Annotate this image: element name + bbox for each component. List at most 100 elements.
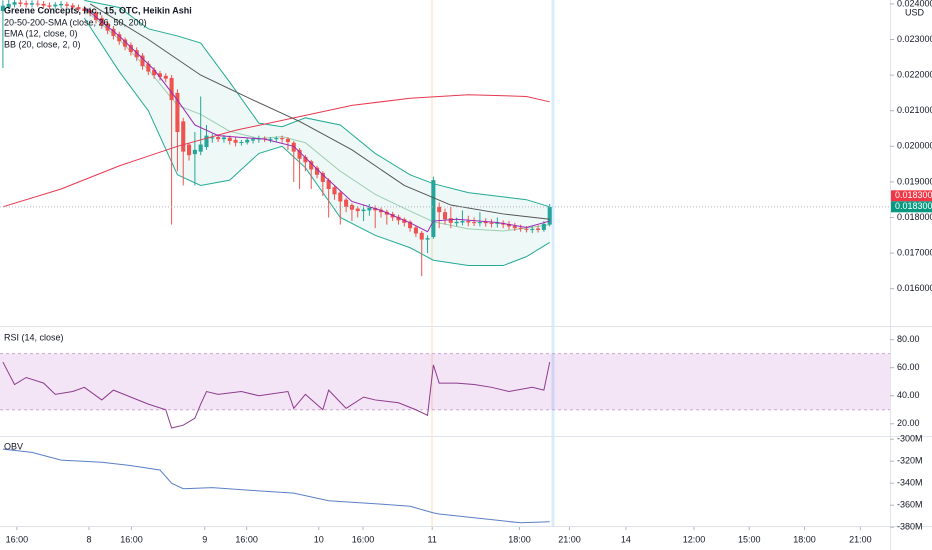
y-tick-label: 20.00 — [897, 418, 920, 428]
overlay-line — [84, 7, 550, 233]
y-tick-label: 0.018000 — [897, 212, 932, 222]
candle-body — [530, 228, 535, 230]
candle-body — [413, 227, 418, 234]
candle-body — [495, 222, 500, 224]
candle-body — [338, 192, 343, 202]
candle-body — [408, 221, 413, 229]
candle-body — [47, 5, 52, 7]
candle-body — [221, 137, 226, 140]
candle-body — [314, 167, 320, 175]
x-tick-label: 15:00 — [738, 534, 761, 544]
rsi-pane — [0, 353, 890, 429]
indicator-legend: BB (20, close, 2, 0) — [4, 39, 81, 49]
y-tick-label: -340M — [897, 478, 923, 488]
y-tick-label: 80.00 — [897, 334, 920, 344]
indicator-line — [2, 448, 550, 524]
candle-body — [192, 149, 197, 155]
candle-body — [268, 138, 273, 140]
candle-body — [280, 138, 285, 140]
price-label: 0.018300 — [895, 190, 932, 200]
candle-body — [152, 69, 157, 76]
candle-body — [12, 2, 17, 5]
rsi-title: RSI (14, close) — [4, 332, 64, 342]
y-tick-label: 0.021000 — [897, 105, 932, 115]
candle-body — [6, 3, 11, 8]
y-tick-label: 0.024000 — [897, 0, 932, 8]
candle-body — [117, 34, 122, 42]
candle-body — [163, 75, 168, 79]
candle-body — [460, 221, 465, 223]
x-tick-label: 11 — [428, 534, 437, 544]
currency-unit: USD — [905, 7, 925, 17]
candle-body — [216, 137, 221, 140]
candle-body — [35, 3, 40, 5]
price-label: 0.018300 — [895, 201, 932, 211]
candle-body — [367, 207, 372, 211]
y-tick-label: 0.023000 — [897, 34, 932, 44]
price-label-box — [891, 190, 932, 202]
candle-body — [210, 137, 215, 139]
candle-body — [41, 3, 46, 6]
candle-body — [396, 216, 401, 221]
candle-body — [128, 44, 133, 52]
overlay-line — [89, 3, 550, 220]
candle-body — [326, 180, 331, 190]
candle-body — [547, 206, 552, 225]
candle-body — [425, 238, 430, 240]
candle-body — [506, 224, 512, 227]
y-tick-label: -320M — [897, 456, 923, 466]
x-tick-label: 18:00 — [793, 534, 816, 544]
obv-title: OBV — [4, 441, 23, 451]
candle-body — [524, 228, 529, 230]
x-tick-label: 18:00 — [508, 534, 531, 544]
y-tick-label: 0.022000 — [897, 69, 932, 79]
y-tick-label: -300M — [897, 434, 923, 444]
indicator-line — [2, 361, 551, 429]
candle-body — [0, 5, 5, 12]
candle-body — [274, 138, 279, 140]
candle-body — [59, 3, 64, 6]
candle-body — [536, 228, 541, 230]
overlay-line — [2, 94, 550, 208]
candle-body — [297, 149, 302, 159]
y-tick-label: 40.00 — [897, 390, 920, 400]
price-pane — [0, 0, 890, 277]
candle-body — [541, 223, 546, 230]
candle-body — [373, 207, 378, 211]
y-tick-label: 0.020000 — [897, 141, 932, 151]
x-tick-label: 21:00 — [849, 534, 872, 544]
candle-body — [53, 4, 58, 7]
candle-body — [361, 209, 366, 212]
x-tick-label: 16:00 — [120, 534, 143, 544]
y-tick-label: 0.017000 — [897, 247, 932, 257]
band-upper — [84, 0, 550, 208]
candle-body — [472, 222, 477, 224]
candle-body — [303, 156, 308, 163]
candle-body — [355, 208, 360, 212]
x-tick-label: 14 — [621, 534, 631, 544]
candle-body — [431, 180, 436, 238]
candle-body — [146, 63, 151, 72]
candle-body — [402, 219, 407, 223]
candle-body — [437, 206, 442, 213]
candle-body — [512, 226, 517, 229]
candle-body — [489, 222, 494, 224]
candle-body — [70, 5, 75, 8]
candle-body — [157, 73, 163, 77]
candle-body — [134, 50, 139, 58]
candle-body — [227, 137, 232, 141]
candle-body — [175, 92, 180, 133]
candle-body — [349, 205, 354, 210]
candle-body — [140, 55, 145, 67]
candle-body — [88, 10, 93, 13]
candle-body — [82, 8, 87, 12]
candle-body — [466, 221, 471, 223]
candle-body — [309, 161, 314, 170]
x-tick-label: 10 — [314, 534, 324, 544]
band-basis — [84, 8, 550, 232]
candle-body — [285, 138, 290, 143]
y-tick-label: 0.016000 — [897, 283, 932, 293]
